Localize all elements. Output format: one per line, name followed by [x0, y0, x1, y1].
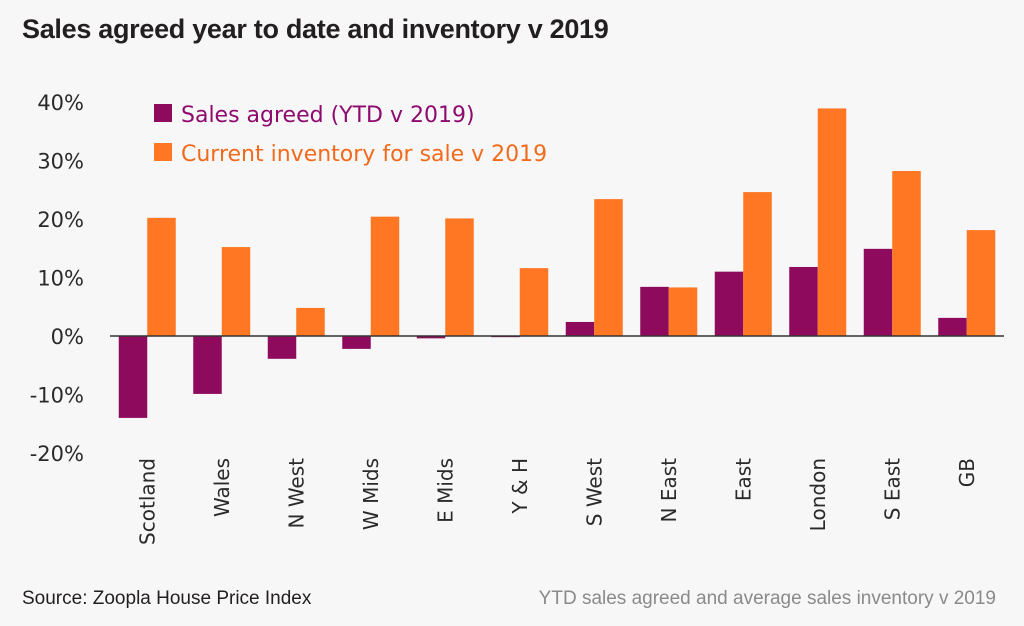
bar-inventory-n-west — [296, 307, 325, 336]
bar-inventory-wales — [221, 247, 251, 336]
legend-label-inventory: Current inventory for sale v 2019 — [181, 142, 547, 167]
x-tick-label: Wales — [210, 458, 234, 517]
bar-inventory-s-west — [594, 199, 623, 336]
x-tick-label: S East — [880, 458, 904, 520]
x-tick-label: Scotland — [135, 458, 159, 545]
legend: Sales agreed (YTD v 2019) Current invento… — [154, 103, 547, 167]
y-tick-label: 40% — [37, 91, 84, 115]
y-tick-label: -20% — [30, 442, 84, 466]
bar-sales-agreed-s-west — [565, 321, 595, 336]
x-tick-label: E Mids — [433, 458, 457, 523]
bar-inventory-london — [817, 108, 847, 336]
bar-sales-agreed-n-west — [267, 336, 297, 359]
bar-sales-agreed-gb — [938, 317, 967, 336]
bar-sales-agreed-e-mids — [416, 336, 446, 339]
bar-sales-agreed-w-mids — [342, 336, 371, 349]
bars — [118, 108, 996, 418]
x-tick-label: London — [806, 458, 830, 531]
x-tick-label: W Mids — [359, 458, 383, 530]
footnote: YTD sales agreed and average sales inven… — [538, 588, 996, 609]
y-tick-label: 10% — [37, 267, 84, 291]
bar-sales-agreed-east — [714, 271, 744, 336]
bar-inventory-e-mids — [445, 218, 474, 336]
bar-inventory-y-h — [519, 268, 549, 336]
legend-swatch-sales-agreed — [154, 104, 172, 122]
x-tick-label: N West — [284, 458, 308, 529]
bar-inventory-n-east — [668, 287, 698, 336]
bar-inventory-w-mids — [370, 216, 400, 336]
bar-inventory-scotland — [147, 217, 176, 336]
bar-sales-agreed-london — [789, 266, 818, 336]
chart-title: Sales agreed year to date and inventory … — [22, 14, 609, 44]
y-tick-label: -10% — [30, 384, 84, 408]
y-tick-label: 20% — [37, 208, 84, 232]
x-tick-label: Y & H — [508, 458, 532, 515]
x-tick-label: S West — [582, 458, 606, 526]
y-tick-label: 30% — [37, 150, 84, 174]
y-axis-ticks: 40% 30% 20% 10% 0% -10% -20% — [30, 91, 84, 466]
x-tick-label: GB — [955, 458, 979, 487]
bar-inventory-east — [743, 192, 772, 336]
bar-sales-agreed-scotland — [118, 336, 148, 418]
legend-swatch-inventory — [154, 143, 172, 161]
bar-sales-agreed-s-east — [863, 248, 893, 336]
x-tick-label: N East — [657, 458, 681, 523]
bar-inventory-s-east — [892, 171, 921, 336]
bar-inventory-gb — [966, 230, 996, 336]
bar-sales-agreed-n-east — [640, 286, 669, 336]
legend-label-sales-agreed: Sales agreed (YTD v 2019) — [181, 103, 475, 128]
bar-sales-agreed-wales — [193, 336, 222, 394]
y-tick-label: 0% — [51, 325, 84, 349]
source-note: Source: Zoopla House Price Index — [22, 588, 312, 609]
x-tick-label: East — [731, 458, 755, 501]
x-axis-labels: Scotland Wales N West W Mids E Mids Y & H S We… — [135, 458, 979, 545]
